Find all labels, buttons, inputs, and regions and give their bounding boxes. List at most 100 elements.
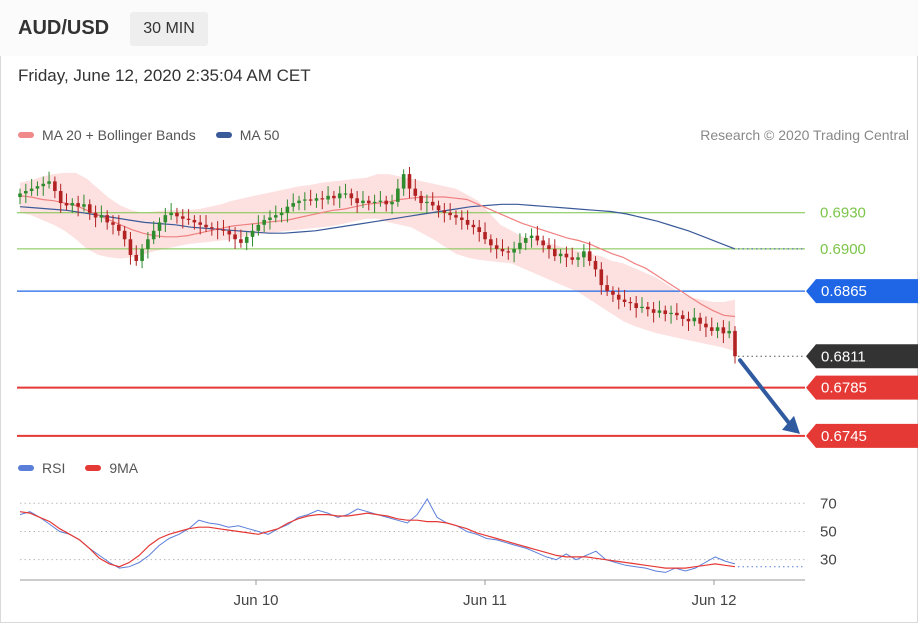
candle-body [204,224,208,228]
ma20-line [19,195,736,318]
last-price-label: 0.6811 [821,348,866,365]
legend-rsi-label: RSI [42,460,66,476]
candle-body [76,203,80,207]
symbol-title: AUD/USD [18,17,110,39]
candle-body [587,251,592,261]
candle-body [669,312,673,315]
candle-body [430,201,435,206]
candle-body [58,191,63,204]
candle-body [146,239,150,249]
candle-body [215,228,220,230]
chart-datetime: Friday, June 12, 2020 2:35:04 AM CET [18,66,311,85]
candle-body [303,199,307,201]
legend-rsi-ma-label: 9MA [109,460,139,476]
candle-body [680,315,685,319]
candle-body [721,327,726,334]
candle-body [355,198,359,204]
candle-body [622,299,627,302]
candle-body [256,224,261,231]
rsi-ma-line [19,511,736,569]
candle-body [518,242,522,249]
candle-body [436,205,441,211]
candle-body [64,203,69,206]
candle-body [494,245,499,249]
chart-header: AUD/USD 30 MIN [0,0,918,56]
candle-body [558,253,563,257]
candle-body [47,181,51,184]
candle-body [87,204,92,213]
candle-body [180,216,185,219]
last-price-tag [806,344,918,369]
candle-body [128,239,133,255]
candle-body [244,236,249,243]
legend-rsi-ma: 9MA [85,460,138,476]
candle-body [186,218,191,220]
candle-body [198,222,203,225]
candle-body [506,251,511,253]
candle-body [715,327,720,331]
candle-body [326,195,330,200]
candle-body [99,215,104,218]
candle-body [117,224,121,231]
candle-body [175,212,179,217]
candle-body [564,253,569,258]
candle-body [442,210,447,213]
support-label-3: 0.6785 [821,380,867,397]
legend-ma50-label: MA 50 [239,127,280,143]
candle-body [657,310,662,313]
ma20-swatch [18,132,34,138]
forecast-arrow-shaft [738,358,794,429]
candle-body [599,269,604,286]
candle-body [593,260,598,270]
candle-body [24,191,28,194]
candle-body [616,294,621,300]
support-tag-3 [806,375,918,400]
candle-body [634,303,638,309]
candle-body [332,195,336,199]
candle-body [285,206,290,213]
candle-body [407,174,412,189]
rsi-ma-swatch [85,465,102,471]
rsi-tick-70: 70 [820,495,837,512]
candle-body [93,212,98,218]
candle-body [483,232,487,240]
candle-body [169,212,173,216]
candle-body [547,245,551,249]
candle-body [640,306,644,309]
candle-body [268,217,272,220]
copyright-text: Research © 2020 Trading Central [700,127,909,143]
candle-body [552,248,557,257]
candle-body [570,257,575,260]
candle-body [221,229,226,231]
candle-body [361,200,365,204]
candle-body [239,239,243,243]
candle-body [390,201,394,205]
candle-body [733,330,737,357]
candle-body [471,224,476,228]
candle-body [675,312,679,316]
candle-body [541,240,545,246]
candle-body [401,174,406,189]
candle-body [459,217,464,220]
candle-body [122,230,127,240]
candle-body [384,200,389,205]
candle-body [465,219,470,225]
candle-body [349,193,354,199]
ma50-line [19,203,736,250]
timeframe-badge[interactable]: 30 MIN [130,12,208,46]
x-tick-label-2: Jun 12 [691,592,736,609]
candle-body [709,327,714,331]
x-tick-label-1: Jun 11 [463,592,507,609]
candle-body [140,248,144,261]
legend-ma20: MA 20 + Bollinger Bands [18,127,196,143]
candle-body [454,215,458,218]
candle-body [70,203,75,206]
ma50-swatch [215,132,232,138]
legend-ma20-label: MA 20 + Bollinger Bands [42,127,196,143]
candle-body [686,318,691,322]
candle-body [611,291,615,295]
price-legend: MA 20 + Bollinger Bands MA 50 [18,127,299,143]
candle-body [105,215,109,223]
bollinger-band [20,172,735,352]
candle-body [651,309,656,313]
